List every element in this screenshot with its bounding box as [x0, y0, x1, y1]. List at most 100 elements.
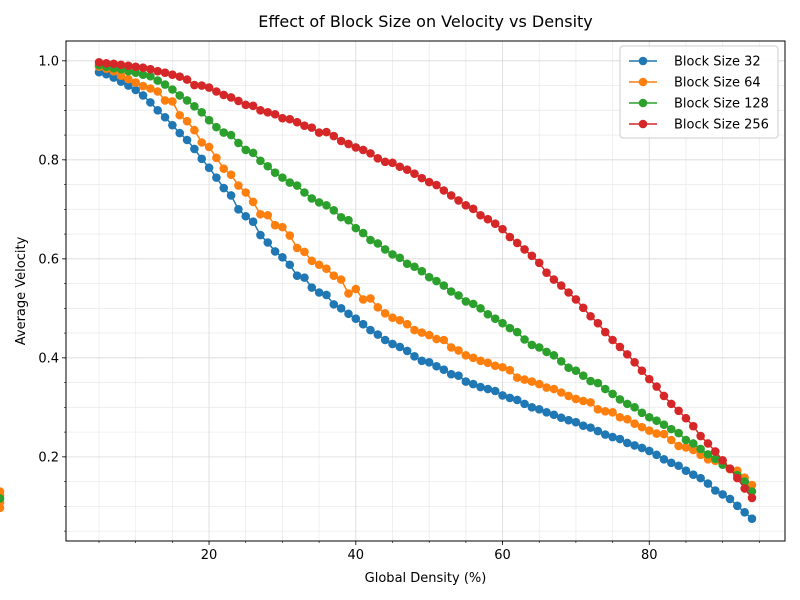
data-point — [204, 163, 214, 173]
data-point — [556, 357, 566, 366]
data-point — [520, 245, 529, 254]
data-point — [395, 162, 405, 172]
legend-label: Block Size 128 — [674, 97, 769, 112]
y-tick-label: 0.4 — [38, 351, 59, 366]
data-point — [182, 75, 192, 84]
data-point — [116, 77, 126, 86]
data-point — [666, 399, 676, 409]
data-point — [666, 458, 676, 468]
data-point — [512, 327, 522, 337]
data-point — [131, 85, 140, 95]
data-point — [527, 340, 537, 350]
data-point — [292, 243, 302, 253]
data-point — [402, 346, 412, 356]
data-point — [696, 450, 705, 460]
data-point — [226, 130, 236, 140]
data-point — [168, 85, 177, 94]
data-point — [718, 490, 727, 499]
data-point — [395, 315, 405, 325]
data-point — [652, 429, 661, 438]
data-point — [417, 173, 427, 183]
data-point — [571, 417, 581, 427]
data-point — [204, 83, 214, 92]
data-point — [212, 122, 221, 132]
data-point — [336, 212, 346, 222]
data-point — [358, 319, 368, 329]
data-point — [417, 356, 427, 366]
data-point — [468, 379, 478, 389]
legend-swatch-marker — [638, 119, 648, 129]
data-point — [402, 165, 412, 175]
data-point — [498, 362, 507, 372]
data-point — [615, 412, 625, 422]
y-tick-label: 0.6 — [38, 252, 59, 267]
data-point — [138, 81, 148, 91]
data-point — [520, 335, 529, 344]
data-point — [292, 117, 302, 127]
legend-item: Block Size 128 — [629, 97, 769, 112]
data-point — [373, 239, 383, 248]
x-tick-label: 80 — [641, 548, 658, 563]
data-point — [234, 181, 243, 190]
data-point — [241, 145, 251, 155]
chart-title: Effect of Block Size on Velocity vs Dens… — [258, 12, 593, 31]
y-axis-title: Average Velocity — [14, 236, 29, 345]
data-point — [380, 335, 390, 345]
data-point — [498, 224, 507, 234]
data-point — [490, 219, 500, 228]
data-point — [402, 319, 412, 329]
data-point — [175, 110, 185, 120]
data-point — [439, 365, 449, 375]
data-point — [483, 358, 493, 368]
data-point — [219, 128, 229, 137]
data-point — [131, 78, 140, 87]
data-point — [564, 288, 573, 297]
data-point — [564, 415, 573, 425]
data-point — [476, 304, 485, 313]
data-point — [615, 434, 625, 444]
data-point — [248, 148, 258, 158]
data-point — [182, 116, 192, 126]
data-point — [593, 405, 603, 414]
data-point — [300, 273, 309, 282]
data-point — [307, 283, 317, 292]
data-point — [351, 284, 361, 294]
data-point — [270, 247, 280, 256]
data-point — [615, 342, 625, 352]
data-point — [747, 493, 757, 503]
data-point — [659, 420, 669, 429]
y-tick-label: 1.0 — [38, 54, 59, 69]
data-point — [204, 142, 214, 152]
data-point — [380, 157, 390, 167]
data-point — [733, 501, 742, 511]
data-point — [388, 313, 397, 323]
data-point — [307, 256, 317, 266]
data-point — [432, 180, 441, 190]
data-point — [718, 456, 727, 465]
data-point — [520, 375, 529, 384]
data-point — [468, 299, 478, 309]
data-point — [197, 138, 207, 147]
data-point — [681, 443, 691, 452]
data-point — [197, 81, 207, 90]
data-point — [490, 386, 500, 396]
data-point — [600, 430, 610, 439]
data-point — [644, 412, 654, 422]
data-point — [454, 196, 463, 205]
data-point — [483, 214, 493, 224]
x-tick-label: 20 — [201, 548, 218, 563]
data-point — [410, 352, 419, 361]
data-point — [248, 197, 258, 207]
data-point — [688, 445, 698, 455]
data-point — [344, 309, 353, 319]
data-point — [630, 403, 639, 412]
data-point — [417, 328, 427, 337]
data-point — [578, 396, 588, 406]
data-point — [630, 441, 639, 450]
data-point — [263, 107, 273, 117]
data-point — [292, 271, 302, 280]
data-point — [512, 373, 522, 382]
data-point — [153, 106, 163, 115]
data-point — [725, 494, 735, 504]
data-point — [432, 361, 441, 371]
